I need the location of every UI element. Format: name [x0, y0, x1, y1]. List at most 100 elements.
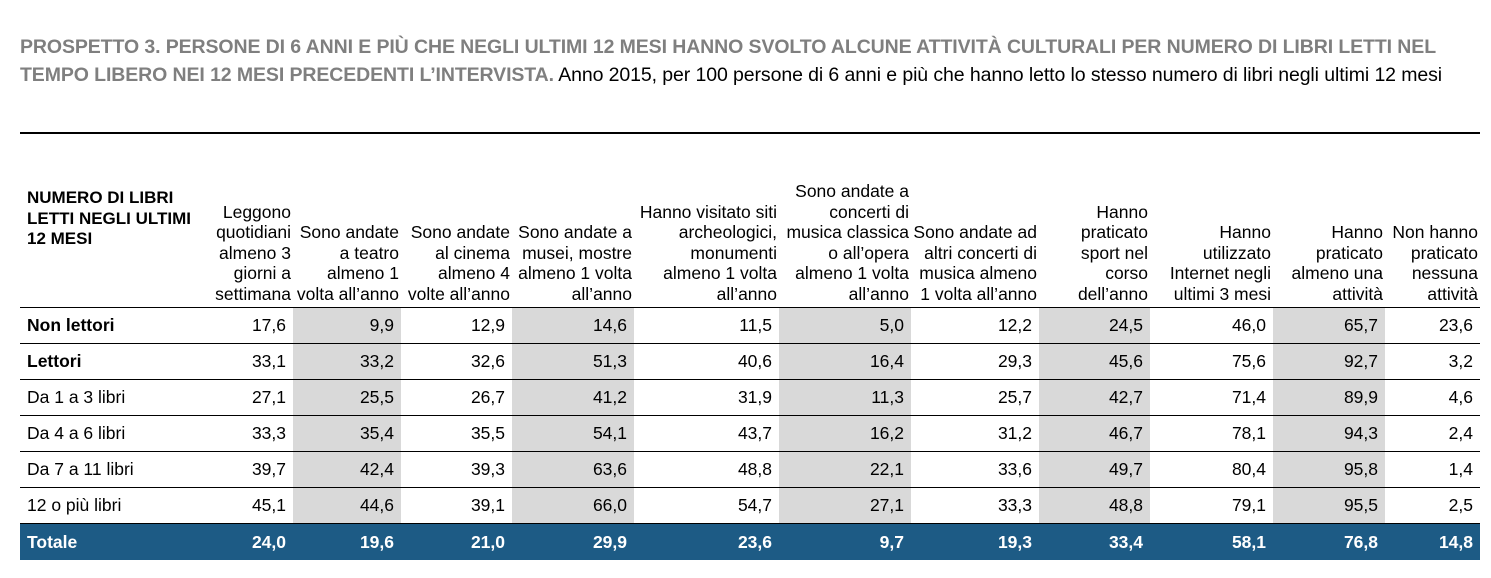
table-cell: 32,6 [401, 343, 512, 380]
table-cell: 14,6 [512, 307, 634, 344]
table-cell: 33,3 [911, 487, 1039, 524]
table-cell: 29,9 [512, 523, 634, 560]
table-cell: 44,6 [293, 487, 401, 524]
table-cell: 33,3 [193, 415, 293, 452]
table-cell: 11,3 [779, 379, 911, 416]
col-header: Sono andate a musei, mostre almeno 1 vol… [512, 132, 634, 308]
table-cell: 48,8 [634, 451, 779, 488]
table-cell: 45,1 [193, 487, 293, 524]
table-cell: 3,2 [1385, 343, 1480, 380]
table-cell: 25,5 [293, 379, 401, 416]
table-cell: 1,4 [1385, 451, 1480, 488]
table-cell: 80,4 [1150, 451, 1273, 488]
table-cell: 21,0 [401, 523, 512, 560]
culture-activities-table: NUMERO DI LIBRI LETTI NEGLI ULTIMI 12 ME… [20, 132, 1480, 560]
table-cell: 27,1 [193, 379, 293, 416]
table-cell: 5,0 [779, 307, 911, 344]
col-header: Hanno visitato siti archeologici, monume… [634, 132, 779, 308]
table-cell: 49,7 [1039, 451, 1150, 488]
table-row: Da 1 a 3 libri 27,1 25,5 26,7 41,2 31,9 11,3 25… [20, 379, 1480, 416]
table-cell: 54,1 [512, 415, 634, 452]
table-cell: 46,0 [1150, 307, 1273, 344]
table-cell: 17,6 [193, 307, 293, 344]
row-label: Lettori [20, 343, 193, 380]
table-cell: 33,2 [293, 343, 401, 380]
table-cell: 63,6 [512, 451, 634, 488]
table-cell: 29,3 [911, 343, 1039, 380]
table-cell: 14,8 [1385, 523, 1480, 560]
table-cell: 19,6 [293, 523, 401, 560]
table-cell: 35,4 [293, 415, 401, 452]
table-cell: 42,7 [1039, 379, 1150, 416]
table-cell: 33,1 [193, 343, 293, 380]
table-row: 12 o più libri 45,1 44,6 39,1 66,0 54,7 27,1 33… [20, 487, 1480, 524]
row-label: Da 7 a 11 libri [20, 451, 193, 488]
row-label: Non lettori [20, 307, 193, 344]
table-cell: 51,3 [512, 343, 634, 380]
table-cell: 11,5 [634, 307, 779, 344]
title-bold: PROSPETTO 3. PERSONE DI 6 ANNI E PIÙ CHE… [20, 36, 1436, 86]
table-cell: 39,7 [193, 451, 293, 488]
table-cell: 12,2 [911, 307, 1039, 344]
table-cell: 78,1 [1150, 415, 1273, 452]
col-header: Sono andate a teatro almeno 1 volta all’… [293, 132, 401, 308]
table-cell: 65,7 [1273, 307, 1385, 344]
col-header: Hanno praticato sport nel corso dell’ann… [1039, 132, 1150, 308]
col-header: Sono andate ad altri concerti di musica … [911, 132, 1039, 308]
table-cell: 48,8 [1039, 487, 1150, 524]
report-title: PROSPETTO 3. PERSONE DI 6 ANNI E PIÙ CHE… [20, 33, 1445, 89]
table-cell: 35,5 [401, 415, 512, 452]
table-cell: 33,4 [1039, 523, 1150, 560]
table-cell: 23,6 [634, 523, 779, 560]
col-header: Non hanno praticato nessuna attività [1385, 132, 1480, 308]
table-cell: 89,9 [1273, 379, 1385, 416]
table-cell: 9,7 [779, 523, 911, 560]
table-cell: 16,4 [779, 343, 911, 380]
col-header: Hanno utilizzato Internet negli ultimi 3… [1150, 132, 1273, 308]
table-cell: 79,1 [1150, 487, 1273, 524]
title-subtitle: Anno 2015, per 100 persone di 6 anni e p… [553, 64, 1443, 86]
table-cell: 43,7 [634, 415, 779, 452]
row-label: Da 1 a 3 libri [20, 379, 193, 416]
table-cell: 9,9 [293, 307, 401, 344]
table-cell: 31,2 [911, 415, 1039, 452]
table-cell: 75,6 [1150, 343, 1273, 380]
table-cell: 16,2 [779, 415, 911, 452]
table-cell: 2,4 [1385, 415, 1480, 452]
table-cell: 23,6 [1385, 307, 1480, 344]
table-cell: 2,5 [1385, 487, 1480, 524]
table-cell: 95,5 [1273, 487, 1385, 524]
table-cell: 24,5 [1039, 307, 1150, 344]
table-cell: 39,1 [401, 487, 512, 524]
table-cell: 92,7 [1273, 343, 1385, 380]
row-label: Da 4 a 6 libri [20, 415, 193, 452]
col-header: Hanno praticato almeno una attività [1273, 132, 1385, 308]
table-row: Lettori 33,1 33,2 32,6 51,3 40,6 16,4 29,3 45,6 7… [20, 343, 1480, 380]
table-row: Da 4 a 6 libri 33,3 35,4 35,5 54,1 43,7 16,2 31… [20, 415, 1480, 452]
table-cell: 39,3 [401, 451, 512, 488]
table-cell: 94,3 [1273, 415, 1385, 452]
header-first: NUMERO DI LIBRI LETTI NEGLI ULTIMI 12 ME… [20, 132, 193, 308]
table-cell: 76,8 [1273, 523, 1385, 560]
col-header: Leggono quotidiani almeno 3 giorni a set… [193, 132, 293, 308]
table-cell: 95,8 [1273, 451, 1385, 488]
row-label: Totale [20, 523, 193, 560]
table-cell: 25,7 [911, 379, 1039, 416]
table-cell: 31,9 [634, 379, 779, 416]
table-cell: 40,6 [634, 343, 779, 380]
table-cell: 19,3 [911, 523, 1039, 560]
table-cell: 54,7 [634, 487, 779, 524]
table-cell: 71,4 [1150, 379, 1273, 416]
table-cell: 4,6 [1385, 379, 1480, 416]
col-header: Sono andate al cinema almeno 4 volte all… [401, 132, 512, 308]
table-cell: 46,7 [1039, 415, 1150, 452]
table-row: Non lettori 17,6 9,9 12,9 14,6 11,5 5,0 12,2 24,… [20, 307, 1480, 344]
table-cell: 24,0 [193, 523, 293, 560]
table-row: Da 7 a 11 libri 39,7 42,4 39,3 63,6 48,8 22,1 3… [20, 451, 1480, 488]
col-header: Sono andate a concerti di musica classic… [779, 132, 911, 308]
table-cell: 27,1 [779, 487, 911, 524]
table-cell: 12,9 [401, 307, 512, 344]
row-label: 12 o più libri [20, 487, 193, 524]
table-cell: 22,1 [779, 451, 911, 488]
table-cell: 41,2 [512, 379, 634, 416]
